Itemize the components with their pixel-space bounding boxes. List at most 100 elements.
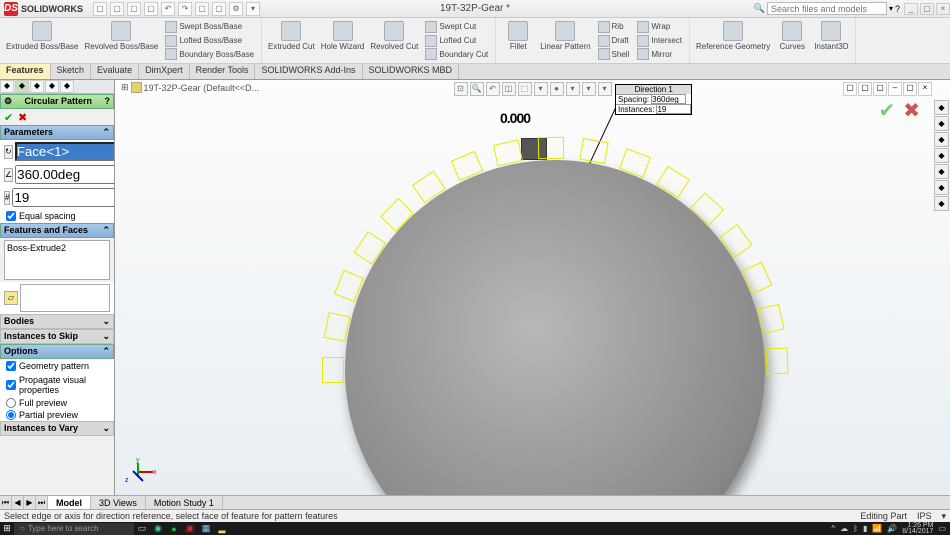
qat-undo-icon[interactable]: ↶ bbox=[161, 2, 175, 16]
geometry-pattern-checkbox[interactable] bbox=[6, 361, 16, 371]
status-more-icon[interactable]: ▾ bbox=[941, 511, 946, 522]
zoom-fit-icon[interactable]: ⊡ bbox=[454, 82, 468, 96]
task-view-icon[interactable]: ▭ bbox=[134, 522, 150, 535]
bluetooth-icon[interactable]: ᛒ bbox=[853, 524, 858, 533]
battery-icon[interactable]: ▮ bbox=[863, 524, 867, 533]
graphics-viewport[interactable]: ⊞ 19T-32P-Gear (Default<<D... ⊡ 🔍 ↶ ◫ ⬚ … bbox=[115, 80, 950, 495]
qat-more-icon[interactable]: ▾ bbox=[246, 2, 260, 16]
tab-first-icon[interactable]: ⏮ bbox=[0, 496, 12, 509]
taskbar-search[interactable]: ○Type here to search bbox=[14, 523, 134, 535]
tab-model[interactable]: Model bbox=[48, 496, 91, 509]
qat-print-icon[interactable]: ▢ bbox=[144, 2, 158, 16]
four-view-icon[interactable]: ▢ bbox=[873, 82, 887, 96]
zoom-area-icon[interactable]: 🔍 bbox=[470, 82, 484, 96]
swept-cut-button[interactable]: Swept Cut bbox=[422, 20, 491, 34]
instances-vary-header[interactable]: Instances to Vary⌄ bbox=[0, 421, 114, 436]
qat-select-icon[interactable]: ▢ bbox=[195, 2, 209, 16]
extruded-cut-button[interactable]: Extruded Cut bbox=[266, 20, 317, 61]
close-button[interactable]: × bbox=[936, 3, 950, 15]
revolved-cut-button[interactable]: Revolved Cut bbox=[368, 20, 420, 61]
wrap-button[interactable]: Wrap bbox=[634, 20, 685, 34]
boundary-boss-button[interactable]: Boundary Boss/Base bbox=[162, 47, 257, 61]
tab-render[interactable]: Render Tools bbox=[190, 64, 256, 79]
expand-tree-icon[interactable]: ⊞ bbox=[121, 82, 129, 93]
tab-motion-study[interactable]: Motion Study 1 bbox=[146, 496, 223, 509]
prev-view-icon[interactable]: ↶ bbox=[486, 82, 500, 96]
tab-next-icon[interactable]: ▶ bbox=[24, 496, 36, 509]
confirm-ok-button[interactable]: ✔ bbox=[878, 98, 895, 123]
features-list[interactable]: Boss-Extrude2 bbox=[4, 240, 110, 280]
wifi-icon[interactable]: 📶 bbox=[872, 524, 882, 533]
features-faces-header[interactable]: Features and Faces⌃ bbox=[0, 223, 114, 238]
qat-rebuild-icon[interactable]: ▢ bbox=[212, 2, 226, 16]
tab-mbd[interactable]: SOLIDWORKS MBD bbox=[363, 64, 460, 79]
rib-button[interactable]: Rib bbox=[595, 20, 633, 34]
options-header[interactable]: Options⌃ bbox=[0, 344, 114, 359]
minimize-button[interactable]: _ bbox=[904, 3, 918, 15]
notifications-icon[interactable]: ▭ bbox=[938, 524, 946, 533]
count-input[interactable] bbox=[12, 188, 115, 207]
full-preview-radio-input[interactable] bbox=[6, 398, 16, 408]
onedrive-icon[interactable]: ☁ bbox=[840, 524, 848, 533]
hole-wizard-button[interactable]: Hole Wizard bbox=[319, 20, 367, 61]
tab-evaluate[interactable]: Evaluate bbox=[91, 64, 139, 79]
orientation-triad[interactable]: x y z bbox=[127, 461, 157, 487]
confirm-cancel-button[interactable]: ✖ bbox=[903, 98, 920, 123]
volume-icon[interactable]: 🔊 bbox=[887, 524, 897, 533]
single-view-icon[interactable]: ▢ bbox=[843, 82, 857, 96]
faces-list[interactable] bbox=[20, 284, 110, 312]
fm-tab-feature-icon[interactable]: ◆ bbox=[0, 80, 14, 93]
curves-button[interactable]: Curves bbox=[774, 20, 810, 61]
fm-tab-dimx-icon[interactable]: ◆ bbox=[45, 80, 59, 93]
pm-cancel-button[interactable]: ✖ bbox=[18, 111, 30, 123]
task-custom-props-icon[interactable]: ◆ bbox=[934, 180, 949, 195]
full-preview-radio[interactable]: Full preview bbox=[0, 397, 114, 409]
section-view-icon[interactable]: ◫ bbox=[502, 82, 516, 96]
partial-preview-radio[interactable]: Partial preview bbox=[0, 409, 114, 421]
pm-help-icon[interactable]: ? bbox=[104, 96, 110, 107]
task-resources-icon[interactable]: ◆ bbox=[934, 100, 949, 115]
fm-tab-display-icon[interactable]: ◆ bbox=[60, 80, 74, 93]
fm-tab-property-icon[interactable]: ◆ bbox=[15, 80, 29, 93]
shell-button[interactable]: Shell bbox=[595, 47, 633, 61]
qat-open-icon[interactable]: ▢ bbox=[110, 2, 124, 16]
pattern-callout[interactable]: Direction 1 Spacing: Instances: bbox=[615, 84, 692, 115]
equal-spacing-check[interactable]: Equal spacing bbox=[0, 209, 114, 223]
qat-redo-icon[interactable]: ↷ bbox=[178, 2, 192, 16]
tray-up-icon[interactable]: ^ bbox=[831, 524, 835, 533]
boundary-cut-button[interactable]: Boundary Cut bbox=[422, 47, 491, 61]
start-button[interactable]: ⊞ bbox=[0, 522, 14, 535]
ref-geometry-button[interactable]: Reference Geometry bbox=[694, 20, 772, 61]
partial-preview-radio-input[interactable] bbox=[6, 410, 16, 420]
solidworks-taskbar-icon[interactable]: ▣ bbox=[182, 522, 198, 535]
extruded-boss-button[interactable]: Extruded Boss/Base bbox=[4, 20, 80, 61]
spotify-icon[interactable]: ● bbox=[166, 522, 182, 535]
lofted-cut-button[interactable]: Lofted Cut bbox=[422, 34, 491, 48]
search-dropdown-icon[interactable]: ▾ bbox=[889, 4, 893, 13]
qat-new-icon[interactable]: ▢ bbox=[93, 2, 107, 16]
bodies-header[interactable]: Bodies⌄ bbox=[0, 314, 114, 329]
view-settings-icon[interactable]: ▾ bbox=[598, 82, 612, 96]
tab-last-icon[interactable]: ⏭ bbox=[36, 496, 48, 509]
maximize-button[interactable]: ▢ bbox=[920, 3, 934, 15]
intersect-button[interactable]: Intersect bbox=[634, 34, 685, 48]
hide-show-icon[interactable]: ● bbox=[550, 82, 564, 96]
task-file-explorer-icon[interactable]: ◆ bbox=[934, 132, 949, 147]
taskbar-clock[interactable]: 1:26 PM 8/14/2017 bbox=[902, 523, 933, 535]
propagate-visual-check[interactable]: Propagate visual properties bbox=[0, 373, 114, 397]
edit-appearance-icon[interactable]: ▾ bbox=[566, 82, 580, 96]
task-design-lib-icon[interactable]: ◆ bbox=[934, 116, 949, 131]
link-view-icon[interactable]: – bbox=[888, 82, 902, 96]
search-input[interactable] bbox=[767, 2, 887, 15]
chrome-icon[interactable]: ◉ bbox=[150, 522, 166, 535]
linear-pattern-button[interactable]: Linear Pattern bbox=[538, 20, 592, 61]
equal-spacing-checkbox[interactable] bbox=[6, 211, 16, 221]
tab-dimxpert[interactable]: DimXpert bbox=[139, 64, 190, 79]
lofted-boss-button[interactable]: Lofted Boss/Base bbox=[162, 34, 257, 48]
tab-3dviews[interactable]: 3D Views bbox=[91, 496, 146, 509]
revolved-boss-button[interactable]: Revolved Boss/Base bbox=[82, 20, 160, 61]
status-units[interactable]: IPS bbox=[917, 511, 932, 522]
task-forum-icon[interactable]: ◆ bbox=[934, 196, 949, 211]
callout-instances-input[interactable] bbox=[656, 104, 691, 114]
close-view-icon[interactable]: ▢ bbox=[903, 82, 917, 96]
